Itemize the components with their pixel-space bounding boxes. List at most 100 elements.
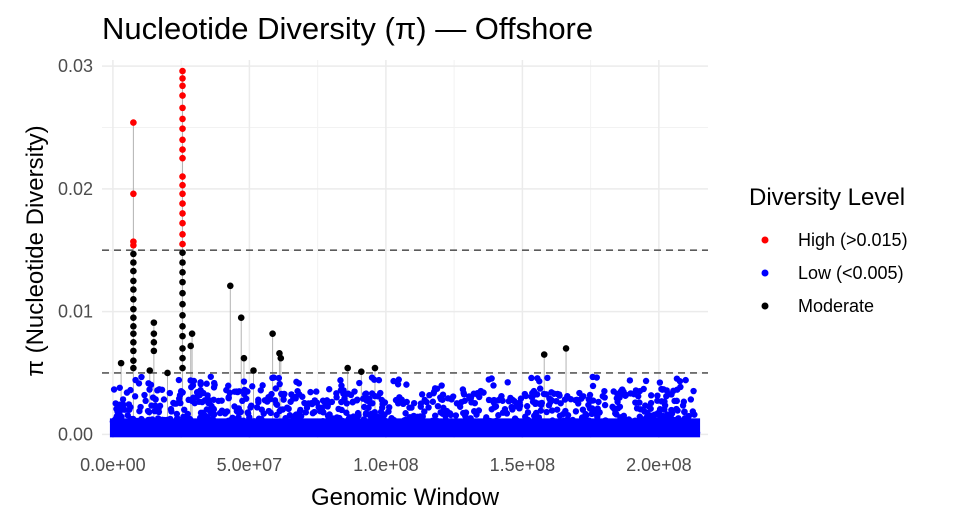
low-point	[210, 384, 218, 391]
data-point	[277, 354, 285, 362]
data-point	[130, 286, 137, 293]
low-point	[285, 405, 292, 413]
data-point	[371, 364, 379, 372]
low-point	[280, 392, 287, 400]
data-point	[130, 347, 137, 355]
data-point	[179, 249, 186, 256]
low-point	[548, 407, 556, 414]
legend-label: Low (<0.005)	[798, 263, 904, 283]
data-point	[130, 119, 137, 126]
legend: Diversity Level High (>0.015) Low (<0.005…	[749, 184, 908, 316]
data-point	[130, 323, 137, 330]
low-point	[390, 377, 397, 385]
low-point	[231, 388, 238, 395]
low-baseline-band	[109, 418, 701, 438]
data-point	[179, 82, 186, 90]
y-tick-label: 0.01	[58, 302, 93, 322]
data-point	[130, 250, 137, 258]
data-point	[130, 190, 137, 198]
low-point	[237, 408, 244, 416]
legend-title: Diversity Level	[749, 184, 905, 211]
low-point	[423, 398, 430, 406]
low-point	[185, 396, 192, 404]
low-point	[272, 385, 280, 392]
low-point	[543, 408, 550, 416]
data-point	[130, 314, 137, 322]
low-point	[439, 391, 447, 398]
low-point	[369, 400, 376, 407]
diversity-points	[117, 67, 570, 377]
low-point	[647, 399, 655, 407]
low-point	[410, 399, 418, 407]
low-point	[601, 394, 608, 401]
data-point	[150, 338, 158, 346]
low-point	[462, 409, 470, 416]
data-point	[179, 278, 186, 286]
low-point	[690, 387, 697, 395]
y-tick-label: 0.03	[58, 56, 93, 76]
data-point	[146, 367, 154, 374]
x-tick-label: 0.0e+00	[80, 455, 146, 475]
low-point	[674, 407, 681, 414]
low-point	[429, 398, 437, 405]
low-point	[601, 401, 609, 409]
x-tick-label: 1.5e+08	[490, 455, 556, 475]
low-point	[269, 374, 276, 382]
low-point	[171, 400, 178, 407]
y-axis-ticks: 0.00 0.01 0.02 0.03	[58, 56, 93, 444]
data-point	[179, 300, 186, 308]
low-point	[632, 399, 639, 406]
low-point	[573, 396, 580, 404]
low-point	[267, 409, 274, 417]
data-point	[179, 354, 186, 362]
low-point	[197, 381, 204, 388]
low-point	[116, 384, 123, 391]
low-point	[156, 402, 164, 410]
low-point	[225, 394, 232, 401]
low-point	[668, 410, 676, 417]
low-point	[417, 400, 425, 407]
data-point	[179, 323, 186, 330]
data-point	[179, 332, 186, 340]
low-point	[635, 393, 642, 400]
low-point	[271, 397, 279, 404]
data-point	[179, 146, 186, 153]
data-point	[117, 359, 125, 367]
low-point	[188, 383, 195, 391]
data-point	[179, 125, 186, 133]
low-point	[241, 391, 248, 398]
low-point	[207, 373, 214, 380]
low-point	[677, 383, 684, 391]
low-point	[524, 409, 532, 416]
data-point	[179, 219, 186, 227]
low-point	[452, 412, 460, 419]
low-point	[554, 390, 561, 398]
low-point	[528, 374, 535, 382]
data-point	[179, 181, 186, 189]
x-axis-ticks: 0.0e+00 5.0e+07 1.0e+08 1.5e+08 2.0e+08	[80, 455, 692, 475]
low-point	[538, 399, 546, 407]
data-point	[130, 305, 137, 313]
low-point	[620, 388, 627, 395]
low-point	[268, 390, 275, 398]
low-point	[656, 379, 664, 386]
low-point	[145, 380, 152, 387]
low-point	[671, 397, 678, 405]
low-point	[259, 382, 266, 389]
low-point	[324, 399, 331, 406]
low-point	[647, 405, 654, 412]
low-point	[203, 380, 210, 387]
low-point	[340, 390, 347, 397]
data-point	[179, 289, 186, 297]
low-point	[447, 411, 454, 419]
x-tick-label: 2.0e+08	[626, 455, 692, 475]
data-point	[179, 104, 186, 112]
data-point	[130, 364, 137, 372]
low-point	[313, 399, 321, 406]
low-point	[676, 378, 684, 385]
low-point	[240, 378, 248, 385]
low-point	[200, 389, 207, 397]
low-point	[544, 374, 551, 382]
low-point	[475, 407, 483, 414]
data-point	[130, 330, 137, 337]
